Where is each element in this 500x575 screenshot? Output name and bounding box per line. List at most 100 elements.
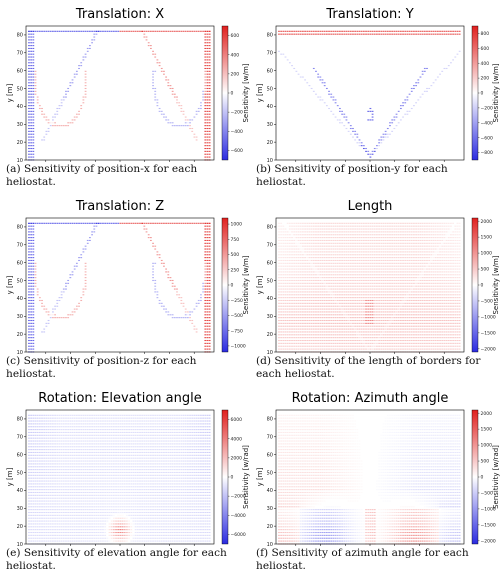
heliostat-cell (204, 30, 207, 32)
heliostat-cell (436, 348, 439, 350)
heliostat-cell (404, 288, 407, 290)
heliostat-cell (432, 291, 435, 293)
heliostat-cell (352, 345, 354, 347)
heliostat-cell (430, 265, 433, 267)
heliostat-cell (278, 342, 280, 344)
heliostat-cell (341, 110, 343, 112)
heliostat-cell (395, 262, 398, 264)
heliostat-cell (163, 113, 165, 115)
heliostat-cell (32, 294, 35, 296)
heliostat-cell (415, 102, 418, 104)
heliostat-cell (360, 291, 363, 293)
heliostat-cell (367, 150, 370, 152)
heliostat-cell (406, 271, 409, 273)
heliostat-cell (397, 245, 400, 247)
heliostat-cell (278, 322, 280, 324)
heliostat-cell (402, 279, 404, 282)
heliostat-cell (458, 251, 461, 253)
heliostat-cell (380, 328, 383, 330)
heliostat-cell (380, 337, 383, 339)
y-tick-label: 80 (17, 225, 23, 231)
heliostat-cell (402, 116, 404, 118)
heliostat-cell (315, 245, 317, 247)
heliostat-cell (432, 299, 435, 302)
heliostat-cell (441, 342, 444, 344)
heliostat-cell (413, 291, 415, 293)
heliostat-cell (441, 339, 444, 342)
heliostat-cell (447, 248, 450, 250)
heliostat-cell (302, 337, 304, 339)
heliostat-cell (432, 282, 435, 284)
heliostat-cell (373, 345, 376, 347)
heliostat-cell (323, 102, 326, 104)
heliostat-cell (358, 33, 361, 35)
heliostat-cell (323, 322, 326, 324)
heliostat-cell (282, 274, 285, 276)
heliostat-cell (282, 348, 285, 350)
heliostat-cell (404, 277, 407, 279)
heliostat-cell (430, 254, 433, 256)
heliostat-cell (206, 139, 209, 141)
heliostat-cell (323, 305, 326, 307)
heliostat-cell (317, 274, 320, 276)
heliostat-cell (336, 259, 339, 262)
heliostat-cell (75, 262, 78, 264)
heliostat-cell (278, 248, 280, 250)
heliostat-cell (32, 107, 35, 110)
heliostat-cell (406, 319, 409, 322)
heliostat-cell (288, 305, 291, 307)
heliostat-cell (339, 33, 341, 35)
heliostat-cell (373, 339, 376, 342)
heliostat-cell (436, 328, 439, 330)
heliostat-cell (347, 294, 350, 296)
heliostat-cell (208, 87, 211, 90)
heliostat-cell (393, 254, 396, 256)
heliostat-cell (443, 325, 446, 327)
heliostat-cell (325, 294, 328, 296)
heliostat-cell (354, 331, 357, 333)
heliostat-cell (447, 279, 450, 282)
heliostat-cell (423, 90, 426, 92)
heliostat-cell (399, 257, 402, 259)
heliostat-cell (456, 345, 459, 347)
heliostat-cell (367, 291, 370, 293)
heliostat-cell (302, 331, 304, 333)
heliostat-cell (32, 322, 35, 324)
heliostat-cell (404, 311, 407, 313)
heliostat-cell (349, 331, 352, 333)
heliostat-cell (369, 314, 372, 316)
heliostat-cell (191, 322, 194, 324)
heliostat-cell (206, 222, 209, 224)
heliostat-cell (315, 302, 317, 304)
heliostat-cell (334, 257, 337, 259)
heliostat-cell (367, 299, 370, 302)
heliostat-cell (208, 288, 211, 290)
heliostat-cell (293, 334, 296, 336)
heliostat-cell (325, 254, 328, 256)
heliostat-cell (38, 107, 41, 110)
heliostat-cell (365, 305, 367, 307)
heliostat-cell (295, 311, 298, 313)
heliostat-cell (45, 133, 48, 135)
heliostat-cell (319, 322, 322, 324)
heliostat-cell (28, 53, 30, 55)
colorbar-tick-label: 500 (231, 252, 240, 258)
heliostat-cell (421, 259, 424, 262)
heliostat-cell (369, 297, 372, 299)
heliostat-cell (152, 242, 154, 244)
heliostat-cell (380, 251, 383, 253)
heliostat-cell (393, 262, 396, 264)
heliostat-cell (321, 334, 324, 336)
heliostat-cell (299, 302, 302, 304)
heliostat-cell (336, 248, 339, 250)
heliostat-cell (28, 222, 30, 224)
heliostat-cell (32, 110, 35, 112)
heliostat-cell (195, 110, 198, 112)
heliostat-cell (391, 265, 394, 267)
heliostat-cell (302, 334, 304, 336)
heliostat-cell (84, 53, 87, 55)
heliostat-cell (345, 239, 348, 242)
heliostat-cell (143, 225, 146, 227)
heliostat-cell (67, 279, 70, 282)
heliostat-cell (204, 277, 207, 279)
